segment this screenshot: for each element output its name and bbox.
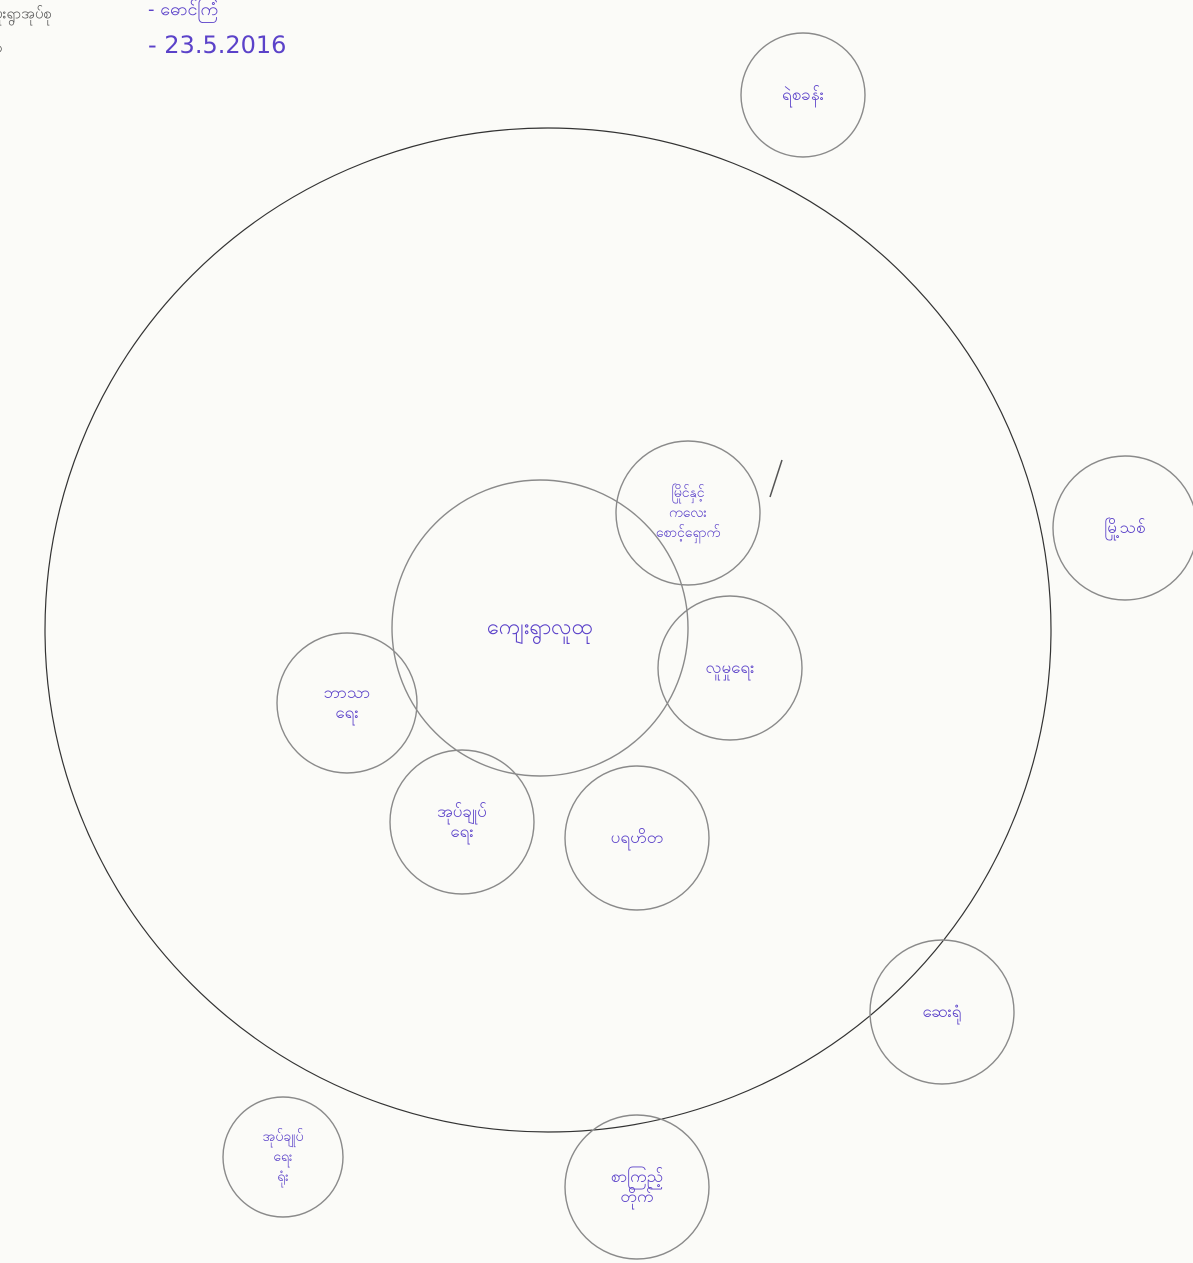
center-label: ကျေးရွာလူထု (487, 615, 593, 645)
node-label: ပရဟိတ (611, 828, 664, 851)
header-value: - 23.5.2016 (148, 31, 286, 59)
node-label: ရဲစခန်း (782, 85, 824, 108)
node-label: ဆေးရုံ (922, 1002, 961, 1025)
node-label: မြိုင်နှင့်ကလေးစောင့်ရှောက် (656, 484, 721, 543)
node-label: အုပ်ချုပ်ရေးရုံး (263, 1129, 304, 1187)
header-label: ခု (0, 39, 2, 60)
pencil-mark (770, 460, 782, 497)
node-label: စာကြည့်တိုက် (611, 1165, 663, 1210)
node-label: အုပ်ချုပ်ရေး (437, 802, 487, 845)
nodes: မြိုင်နှင့်ကလေးစောင့်ရှောက်လူမှုရေးဘာသာရ… (223, 33, 1193, 1259)
node-label: မြို့သစ် (1104, 516, 1145, 541)
node-label: လူမှုရေး (706, 658, 755, 681)
header-value: - ဓောင်ကြံ (148, 0, 218, 23)
diagram: ပူးရွာအုပ်စု - ဓောင်ကြံ ခု - 23.5.2016 က… (0, 0, 1193, 1263)
header-label: ပူးရွာအုပ်စု (0, 5, 52, 26)
node-label: ဘာသာရေး (324, 683, 371, 726)
